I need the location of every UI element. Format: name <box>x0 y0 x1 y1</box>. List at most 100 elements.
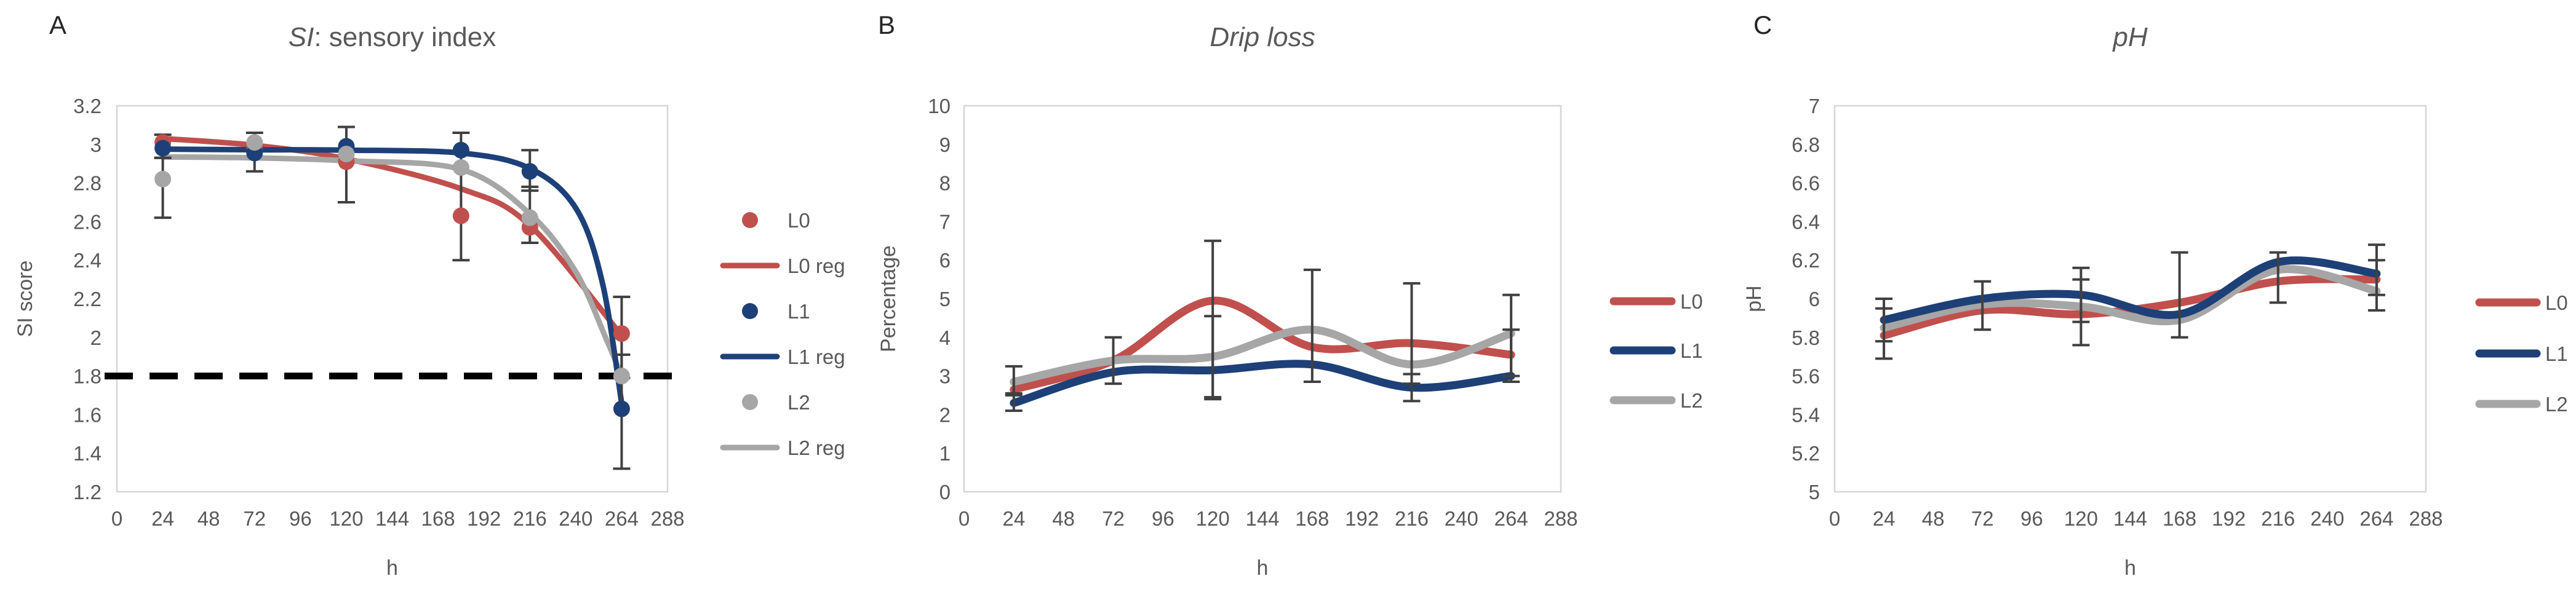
x-axis-title: h <box>1257 556 1269 580</box>
data-point-L1-216 <box>521 163 538 180</box>
y-tick-label: 6.8 <box>1792 133 1820 156</box>
y-tick-label: 2.4 <box>73 249 102 272</box>
legend-label-L1-reg: L1 reg <box>788 345 845 368</box>
y-tick-label: 5.6 <box>1792 365 1820 388</box>
panel-letter-A: A <box>49 10 66 39</box>
x-tick-label: 24 <box>1873 507 1896 530</box>
x-tick-label: 288 <box>1544 507 1577 530</box>
data-point-L2-24 <box>154 170 172 188</box>
x-tick-label: 216 <box>1395 507 1429 530</box>
y-axis-title: pH <box>1742 285 1766 312</box>
data-point-L2-120 <box>338 146 355 162</box>
x-tick-label: 48 <box>1052 507 1075 530</box>
y-tick-label: 9 <box>939 133 951 156</box>
plot-area <box>1833 105 2427 493</box>
x-tick-label: 72 <box>1102 507 1125 530</box>
y-tick-label: 2.2 <box>73 288 102 310</box>
legend-label-L0: L0 <box>788 209 810 232</box>
legend-label-L0-reg: L0 reg <box>788 255 845 277</box>
legend-label-L1: L1 <box>788 300 810 323</box>
x-axis-title: h <box>386 556 398 580</box>
data-point-L2-180 <box>452 159 469 176</box>
y-tick-label: 8 <box>939 172 951 195</box>
y-tick-label: 1.6 <box>73 403 102 426</box>
y-tick-label: 2.6 <box>73 210 102 233</box>
x-tick-label: 192 <box>2212 507 2246 530</box>
x-tick-label: 48 <box>1922 507 1945 530</box>
series-line-L1-reg <box>160 146 624 406</box>
chart-title-italic: pH <box>2111 22 2147 52</box>
panel-A: A SI: sensory index 1.2 1.4 1.6 1.8 2 2.2 2.4 2.6… <box>0 0 858 608</box>
legend-label-L0: L0 <box>1680 290 1703 313</box>
x-tick-label: 240 <box>1445 507 1478 530</box>
y-axis-title: Percentage <box>877 245 900 352</box>
series-line-L1 <box>1880 256 2381 325</box>
data-point-L2-72 <box>246 134 263 151</box>
x-tick-label: 24 <box>1002 507 1025 530</box>
y-tick-label: 6.4 <box>1792 210 1820 233</box>
data-point-L1-180 <box>452 141 469 159</box>
data-point-L1-24 <box>154 140 172 157</box>
x-tick-label: 0 <box>111 507 122 530</box>
panel-letter-B: B <box>878 10 895 39</box>
legend-label-L2: L2 <box>2545 393 2568 416</box>
legend-swatch-dot-L0 <box>742 212 758 228</box>
legend-label-L1: L1 <box>2545 342 2568 365</box>
chart-title-italic: Drip loss <box>1210 22 1315 52</box>
x-tick-label: 72 <box>243 507 266 530</box>
y-tick-label: 5.2 <box>1792 442 1820 465</box>
x-tick-label: 192 <box>1345 507 1379 530</box>
error-bars <box>1005 239 1520 413</box>
legend-swatch-dot-L1 <box>742 303 758 319</box>
error-bars <box>1875 243 2385 360</box>
chart-title: Drip loss <box>1210 22 1315 52</box>
y-tick-label: 10 <box>928 95 951 117</box>
panel-B: B Drip loss 0 1 2 3 4 5 6 7 8 9 10 0 24 48 72 96 120 144 168… <box>858 0 1732 608</box>
x-tick-label: 192 <box>467 507 501 530</box>
y-tick-label: 2 <box>939 403 951 426</box>
x-tick-label: 240 <box>2310 507 2344 530</box>
y-tick-label: 1.2 <box>73 481 102 503</box>
x-tick-label: 264 <box>2359 507 2393 530</box>
legend: L0 L1 L2 <box>2475 291 2568 416</box>
y-tick-label: 0 <box>939 481 951 503</box>
legend-label-L1: L1 <box>1680 339 1703 362</box>
x-axis-title: h <box>2124 556 2136 580</box>
y-tick-label: 2 <box>90 326 102 349</box>
legend-label-L0: L0 <box>2545 291 2568 314</box>
legend-label-L2: L2 <box>788 391 810 414</box>
legend: L0 L1 L2 <box>1609 290 1703 412</box>
data-point-L2-216 <box>521 209 538 226</box>
data-point-L0-180 <box>452 207 469 224</box>
x-tick-label: 96 <box>2020 507 2043 530</box>
legend: L0 L0 reg L1 L1 reg L2 L2 reg <box>720 209 845 459</box>
chart-title-italic: SI <box>289 22 314 52</box>
plot-area <box>116 105 669 493</box>
error-bars <box>154 125 631 470</box>
x-tick-label: 168 <box>2163 507 2196 530</box>
x-tick-label: 264 <box>1494 507 1528 530</box>
y-tick-label: 2.8 <box>73 172 102 195</box>
y-tick-label: 3 <box>939 365 951 388</box>
y-tick-label: 6.6 <box>1792 172 1820 195</box>
x-tick-label: 48 <box>197 507 220 530</box>
x-tick-label: 288 <box>650 507 684 530</box>
x-tick-label: 120 <box>1196 507 1230 530</box>
y-tick-label: 1 <box>939 442 951 465</box>
y-tick-label: 1.4 <box>73 442 102 465</box>
chart-title: pH <box>2111 22 2147 52</box>
data-point-L1-264 <box>613 400 630 417</box>
series-line-L2 <box>1880 265 2381 332</box>
x-tick-label: 144 <box>375 507 409 530</box>
x-tick-label: 264 <box>605 507 639 530</box>
y-tick-label: 5.4 <box>1792 403 1820 426</box>
data-point-L0-264 <box>613 325 630 342</box>
series-line-L2-reg <box>160 154 624 379</box>
chart-title-rest: : sensory index <box>314 22 496 52</box>
y-tick-label: 7 <box>1809 95 1820 117</box>
y-tick-label: 4 <box>939 326 951 349</box>
x-tick-label: 168 <box>1295 507 1329 530</box>
x-tick-label: 216 <box>513 507 547 530</box>
panel-letter-C: C <box>1753 10 1772 39</box>
y-tick-label: 6.2 <box>1792 249 1820 272</box>
